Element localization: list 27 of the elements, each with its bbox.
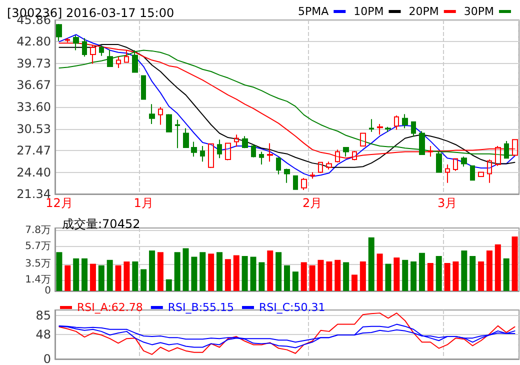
legend-label: 30PM (464, 5, 494, 18)
x-tick-label: 3月 (437, 196, 458, 210)
y-tick-label: 24.40 (16, 165, 51, 180)
y-tick-label: 42.80 (16, 34, 51, 49)
legend-label: 10PM (354, 5, 384, 18)
y-tick-label: 0 (43, 352, 51, 365)
y-tick-label: 33.60 (16, 100, 51, 114)
y-tick-label: 1.4万 (25, 274, 51, 286)
x-tick-label: 12月 (46, 196, 73, 210)
y-tick-label: 85 (36, 308, 51, 323)
legend-label: 20PM (408, 5, 439, 18)
legend-label: RSI_A:62.78 (77, 301, 143, 314)
y-tick-label: 5.7万 (25, 241, 51, 252)
y-tick-label: 39.73 (16, 56, 51, 70)
y-tick-label: 27.47 (16, 144, 51, 158)
y-tick-label: 48 (36, 328, 51, 342)
y-tick-label: 30.53 (16, 122, 51, 136)
x-tick-label: 2月 (302, 196, 322, 210)
chart-title: 成交量:70452 (62, 217, 140, 231)
legend-label: RSI_C:50.31 (259, 301, 326, 314)
legend-label: RSI_B:55.15 (168, 301, 234, 314)
y-tick-label: 3.5万 (25, 258, 51, 270)
legend-label: 5PMA (298, 5, 330, 18)
y-tick-label: 36.67 (16, 78, 51, 92)
y-tick-label: 0 (44, 286, 51, 296)
x-tick-label: 1月 (134, 196, 154, 210)
y-tick-label: 7.8万 (25, 224, 51, 236)
